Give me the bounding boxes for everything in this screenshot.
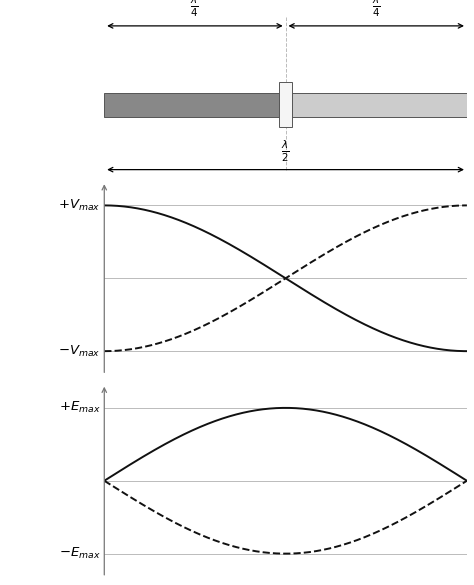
Bar — [104, 92, 279, 116]
Bar — [279, 82, 292, 127]
Text: $-V_{max}$: $-V_{max}$ — [58, 343, 100, 359]
Text: $\frac{\lambda}{4}$: $\frac{\lambda}{4}$ — [191, 0, 200, 19]
Text: $+V_{max}$: $+V_{max}$ — [58, 198, 100, 213]
Text: $-E_{max}$: $-E_{max}$ — [59, 546, 100, 561]
Text: $\frac{\lambda}{4}$: $\frac{\lambda}{4}$ — [372, 0, 381, 19]
Text: $+E_{max}$: $+E_{max}$ — [59, 400, 100, 415]
Text: $\frac{\lambda}{2}$: $\frac{\lambda}{2}$ — [281, 139, 290, 164]
Bar — [292, 92, 467, 116]
